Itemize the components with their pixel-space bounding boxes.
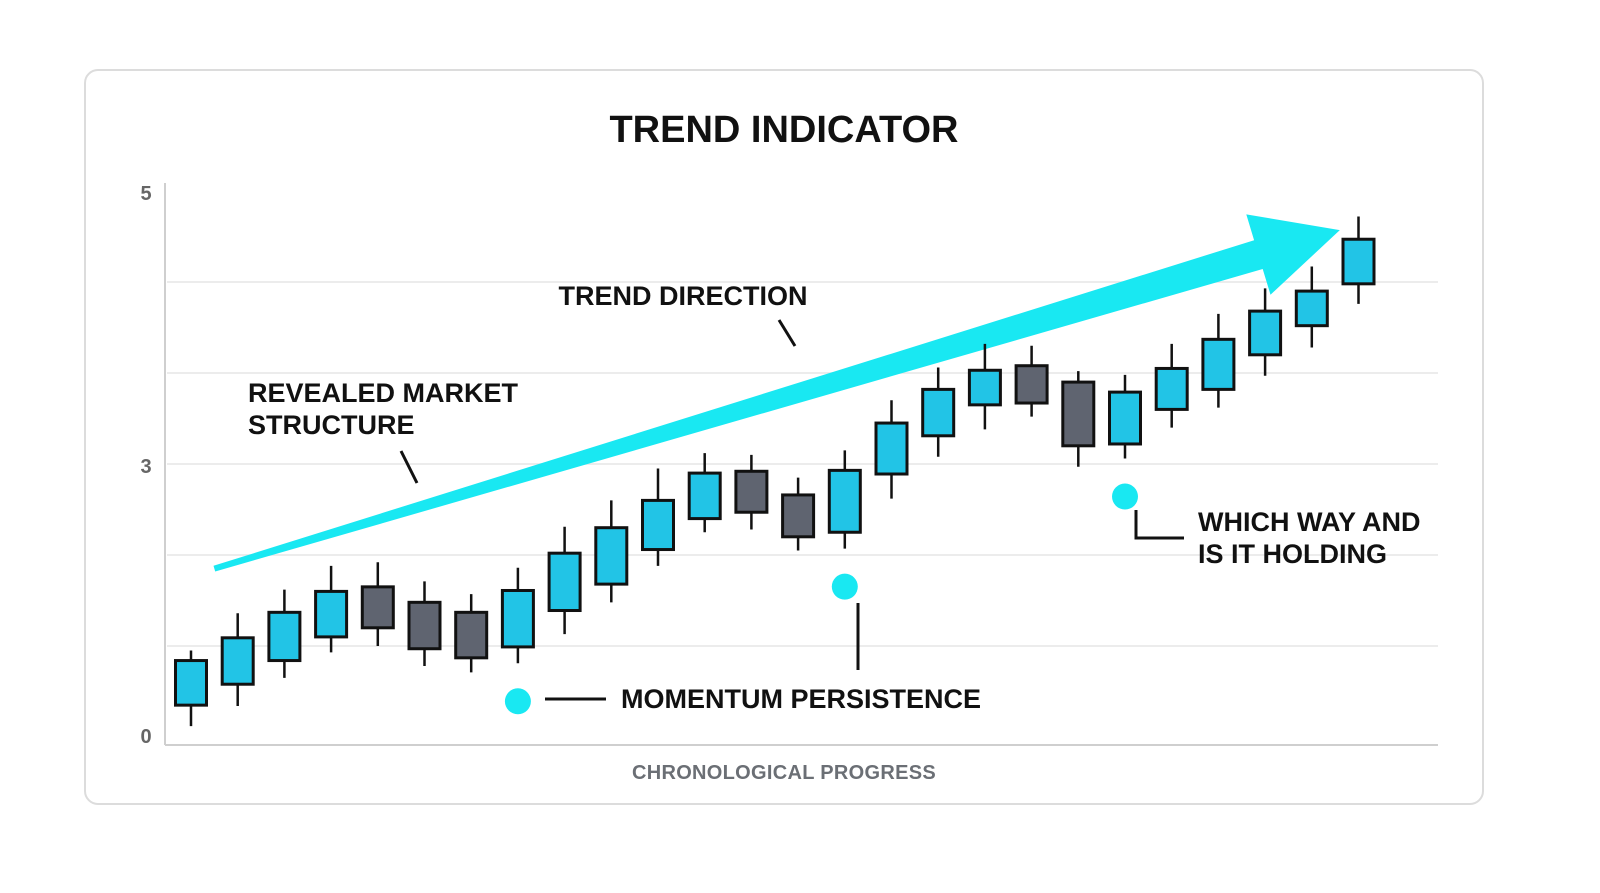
- candle-body: [687, 471, 722, 521]
- candle-body: [641, 498, 675, 552]
- gridlines: [167, 281, 1438, 647]
- candle-body: [1108, 390, 1142, 446]
- candle-body: [874, 421, 909, 476]
- markers-layer: [504, 483, 1138, 715]
- candle-body: [267, 610, 302, 663]
- candle-body: [1341, 237, 1376, 286]
- highlight-marker: [831, 573, 858, 600]
- highlight-marker: [1112, 483, 1138, 510]
- chart-title: TREND INDICATOR: [609, 109, 958, 151]
- candle-body: [967, 368, 1002, 407]
- trend-direction-label: TREND DIRECTION: [559, 281, 808, 311]
- candle-body: [1061, 380, 1096, 448]
- revealed-structure-label-line1: REVEALED MARKET: [248, 378, 519, 408]
- highlight-marker: [504, 688, 531, 715]
- candle-body: [360, 585, 395, 630]
- momentum-persistence-label: MOMENTUM PERSISTENCE: [621, 684, 981, 714]
- trend-direction-leader: [777, 319, 797, 347]
- candle-body: [1154, 366, 1189, 411]
- candle-body: [220, 636, 255, 686]
- candle-body: [407, 600, 442, 651]
- candle-body: [1201, 337, 1236, 391]
- candle-body: [547, 551, 582, 613]
- y-tick-label: 0: [140, 726, 151, 748]
- trend-arrow: [213, 214, 1340, 572]
- holding-label-line2: IS IT HOLDING: [1198, 539, 1387, 569]
- candle-body: [454, 610, 489, 660]
- candle-body: [594, 526, 629, 586]
- candle-body: [314, 589, 349, 639]
- candle-body: [781, 493, 816, 539]
- y-tick-label: 5: [140, 183, 151, 205]
- revealed-structure-leader: [399, 450, 419, 484]
- candle-body: [1248, 309, 1283, 357]
- candlesticks: [174, 216, 1376, 727]
- holding-label-line1: WHICH WAY AND: [1198, 507, 1421, 537]
- candle-body: [1294, 289, 1329, 328]
- holding-leader: [1134, 510, 1184, 540]
- revealed-structure-label-line2: STRUCTURE: [248, 410, 415, 440]
- trend-arrow-layer: [213, 214, 1340, 572]
- candle-body: [500, 588, 535, 649]
- chart-card: [84, 69, 1484, 805]
- candle-body: [827, 468, 862, 534]
- candle-body: [921, 387, 956, 438]
- candle-body: [1014, 364, 1049, 405]
- x-axis-label: CHRONOLOGICAL PROGRESS: [632, 762, 936, 784]
- candle-body: [734, 469, 769, 514]
- candle-body: [174, 659, 208, 707]
- y-tick-label: 3: [140, 456, 151, 478]
